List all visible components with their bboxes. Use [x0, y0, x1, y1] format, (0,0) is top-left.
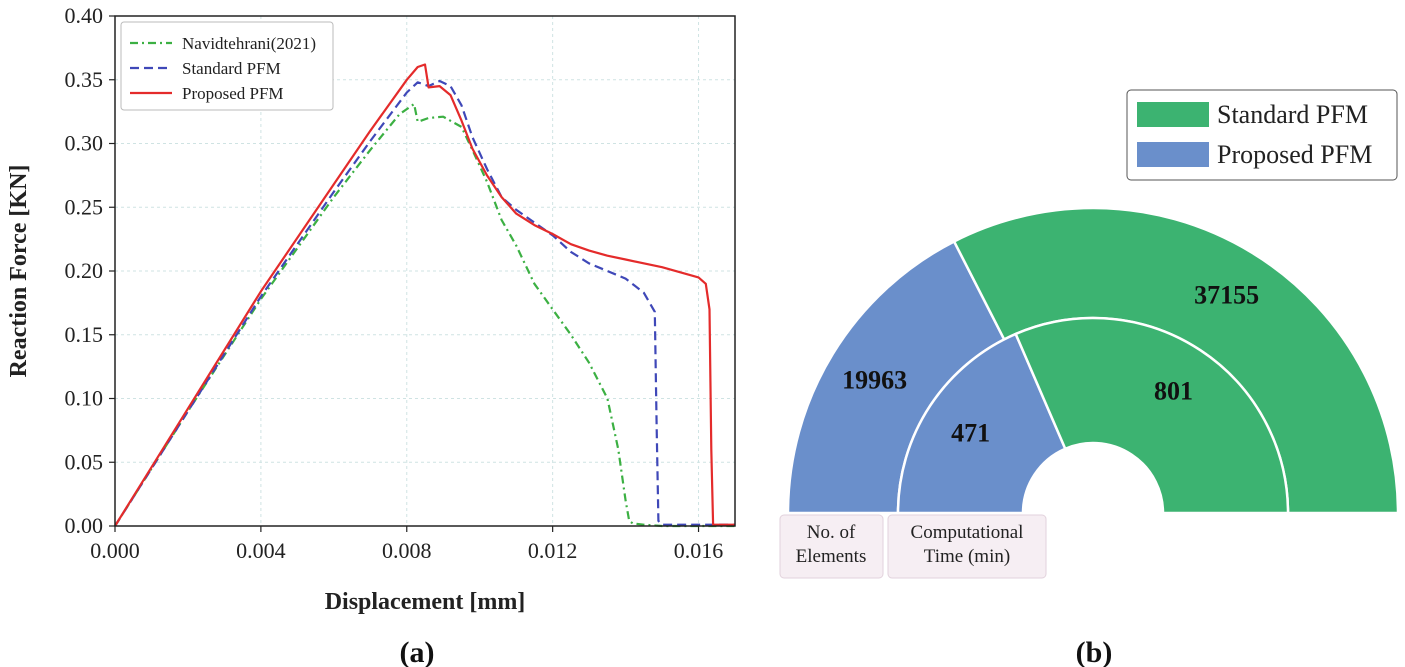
- ring-label-line: Computational: [911, 522, 1024, 543]
- x-tick-label: 0.008: [382, 538, 432, 563]
- legend-swatch-proposed-pfm: [1137, 142, 1209, 167]
- axis-ticks: 0.000 0.004 0.008 0.012 0.016 0.00 0.05 0.10 0.1…: [65, 3, 724, 563]
- series-line-navidtehrani-2021: [114, 102, 735, 528]
- y-tick-label: 0.00: [65, 513, 104, 538]
- wedge-computational-time-min-standard-pfm: [1014, 316, 1290, 515]
- ring-label-line: No. of: [807, 522, 856, 543]
- plot-frame: [114, 15, 736, 527]
- donut-value-labels: 19963 37155 471 801: [842, 281, 1259, 448]
- x-tick-label: 0.016: [674, 538, 724, 563]
- legend: Standard PFM Proposed PFM: [1126, 89, 1398, 181]
- value-label-computational-time-min-standard-pfm: 801: [1154, 377, 1193, 406]
- y-tick-label: 0.35: [65, 67, 104, 92]
- panel-b-label: (b): [1076, 636, 1113, 667]
- x-axis-label: Displacement [mm]: [325, 589, 526, 615]
- x-tick-label: 0.012: [528, 538, 578, 563]
- ring-label-line: Elements: [796, 546, 867, 567]
- panel-a-line-chart: 0.000 0.004 0.008 0.012 0.016 0.00 0.05 0.10 0.1…: [6, 3, 736, 667]
- series-line-proposed-pfm: [114, 63, 735, 527]
- ring-label-box: [779, 514, 884, 579]
- legend-label-proposed-pfm: Proposed PFM: [182, 84, 284, 103]
- value-label-no-of-elements-standard-pfm: 37155: [1194, 281, 1259, 310]
- legend-label-standard-pfm: Standard PFM: [1217, 100, 1368, 129]
- x-tick-label: 0.004: [236, 538, 286, 563]
- ring-label-computational-time: Computational Time (min): [911, 522, 1024, 567]
- legend-label-standard-pfm: Standard PFM: [182, 59, 281, 78]
- ring-label-outer: No. of Elements: [779, 514, 884, 579]
- legend: Navidtehrani(2021) Standard PFM Proposed P…: [120, 21, 334, 111]
- legend-box: [120, 21, 334, 111]
- ring-label-inner: Computational Time (min): [887, 514, 1047, 579]
- donut-wedges: [786, 206, 1400, 515]
- x-tick-label: 0.000: [90, 538, 140, 563]
- value-label-computational-time-min-proposed-pfm: 471: [951, 419, 990, 448]
- y-tick-label: 0.15: [65, 322, 104, 347]
- series-group: [114, 63, 735, 528]
- y-tick-label: 0.05: [65, 449, 104, 474]
- panel-b-donut-chart: 19963 37155 471 801 No. of Elements Computat…: [779, 89, 1400, 667]
- value-label-no-of-elements-proposed-pfm: 19963: [842, 365, 907, 394]
- series-line-standard-pfm: [114, 79, 735, 527]
- ring-label-box: [887, 514, 1047, 579]
- y-tick-label: 0.25: [65, 194, 104, 219]
- y-tick-label: 0.20: [65, 258, 104, 283]
- y-axis-label: Reaction Force [KN]: [6, 165, 32, 378]
- y-tick-label: 0.30: [65, 131, 104, 156]
- legend-swatch-standard-pfm: [1137, 102, 1209, 127]
- ring-label-no-of-elements: No. of Elements: [796, 522, 867, 567]
- ring-label-line: Time (min): [924, 546, 1010, 567]
- wedge-computational-time-min-proposed-pfm: [896, 332, 1067, 515]
- y-tick-label: 0.10: [65, 386, 104, 411]
- panel-a-label: (a): [400, 636, 435, 667]
- legend-label-proposed-pfm: Proposed PFM: [1217, 140, 1372, 169]
- legend-label-navidtehrani-2021: Navidtehrani(2021): [182, 34, 316, 53]
- y-tick-label: 0.40: [65, 3, 104, 28]
